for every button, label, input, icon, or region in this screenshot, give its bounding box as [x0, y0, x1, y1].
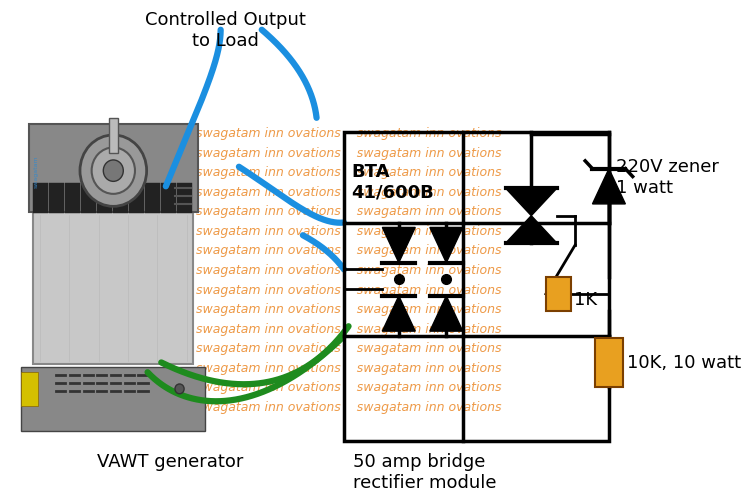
Text: swagatam inn ovations    swagatam inn ovations: swagatam inn ovations swagatam inn ovati…	[196, 342, 502, 355]
Text: swagatam inn ovations    swagatam inn ovations: swagatam inn ovations swagatam inn ovati…	[196, 283, 502, 296]
Text: 1K: 1K	[575, 290, 597, 308]
Bar	[546, 277, 572, 312]
Text: VAWT generator: VAWT generator	[97, 452, 244, 470]
Bar	[177, 184, 193, 213]
Text: swagatam inn ovations    swagatam inn ovations: swagatam inn ovations swagatam inn ovati…	[196, 127, 502, 140]
Text: swagatam inn ovations    swagatam inn ovations: swagatam inn ovations swagatam inn ovati…	[196, 381, 502, 394]
Text: swagatam inn ovations    swagatam inn ovations: swagatam inn ovations swagatam inn ovati…	[196, 322, 502, 335]
Text: 10K, 10 watt: 10K, 10 watt	[627, 354, 741, 372]
Bar	[33, 184, 48, 213]
Bar	[145, 184, 160, 213]
Bar	[29, 124, 198, 212]
Text: Controlled Output
to Load: Controlled Output to Load	[145, 11, 305, 50]
Bar	[114, 184, 129, 213]
Text: swagatam inn ovations    swagatam inn ovations: swagatam inn ovations swagatam inn ovati…	[196, 361, 502, 374]
Text: swagatam inn ovations    swagatam inn ovations: swagatam inn ovations swagatam inn ovati…	[196, 244, 502, 257]
Text: swagatam inn ovations    swagatam inn ovations: swagatam inn ovations swagatam inn ovati…	[196, 264, 502, 277]
Bar	[81, 184, 96, 213]
Polygon shape	[593, 169, 626, 204]
Text: swagatam inn ovations    swagatam inn ovations: swagatam inn ovations swagatam inn ovati…	[196, 166, 502, 179]
Text: BTA
41/600B: BTA 41/600B	[351, 162, 434, 201]
Bar	[161, 184, 176, 213]
Bar	[596, 338, 623, 387]
Polygon shape	[505, 189, 556, 216]
Circle shape	[92, 148, 135, 194]
Text: swagatam inn ovations    swagatam inn ovations: swagatam inn ovations swagatam inn ovati…	[196, 224, 502, 237]
Text: 220V zener
1 watt: 220V zener 1 watt	[616, 158, 719, 196]
Circle shape	[103, 161, 123, 182]
Bar	[129, 184, 144, 213]
Bar	[65, 184, 80, 213]
Bar	[22, 372, 38, 407]
Text: 50 amp bridge
rectifier module: 50 amp bridge rectifier module	[353, 452, 496, 491]
Circle shape	[80, 136, 147, 207]
Text: swagatam inn ovations    swagatam inn ovations: swagatam inn ovations swagatam inn ovati…	[196, 205, 502, 218]
Polygon shape	[382, 228, 415, 263]
Polygon shape	[430, 296, 462, 332]
Bar	[33, 212, 193, 365]
Bar	[50, 184, 65, 213]
Polygon shape	[505, 216, 556, 243]
Polygon shape	[430, 228, 462, 263]
Bar	[109, 119, 118, 154]
Polygon shape	[382, 296, 415, 332]
Bar	[97, 184, 112, 213]
Text: swagatam: swagatam	[33, 155, 38, 187]
Bar	[344, 133, 609, 441]
Text: swagatam inn ovations    swagatam inn ovations: swagatam inn ovations swagatam inn ovati…	[196, 400, 502, 413]
Text: swagatam inn ovations    swagatam inn ovations: swagatam inn ovations swagatam inn ovati…	[196, 146, 502, 159]
Text: swagatam inn ovations    swagatam inn ovations: swagatam inn ovations swagatam inn ovati…	[196, 185, 502, 198]
Text: swagatam inn ovations    swagatam inn ovations: swagatam inn ovations swagatam inn ovati…	[196, 303, 502, 316]
Circle shape	[175, 384, 184, 394]
Bar	[22, 368, 205, 431]
